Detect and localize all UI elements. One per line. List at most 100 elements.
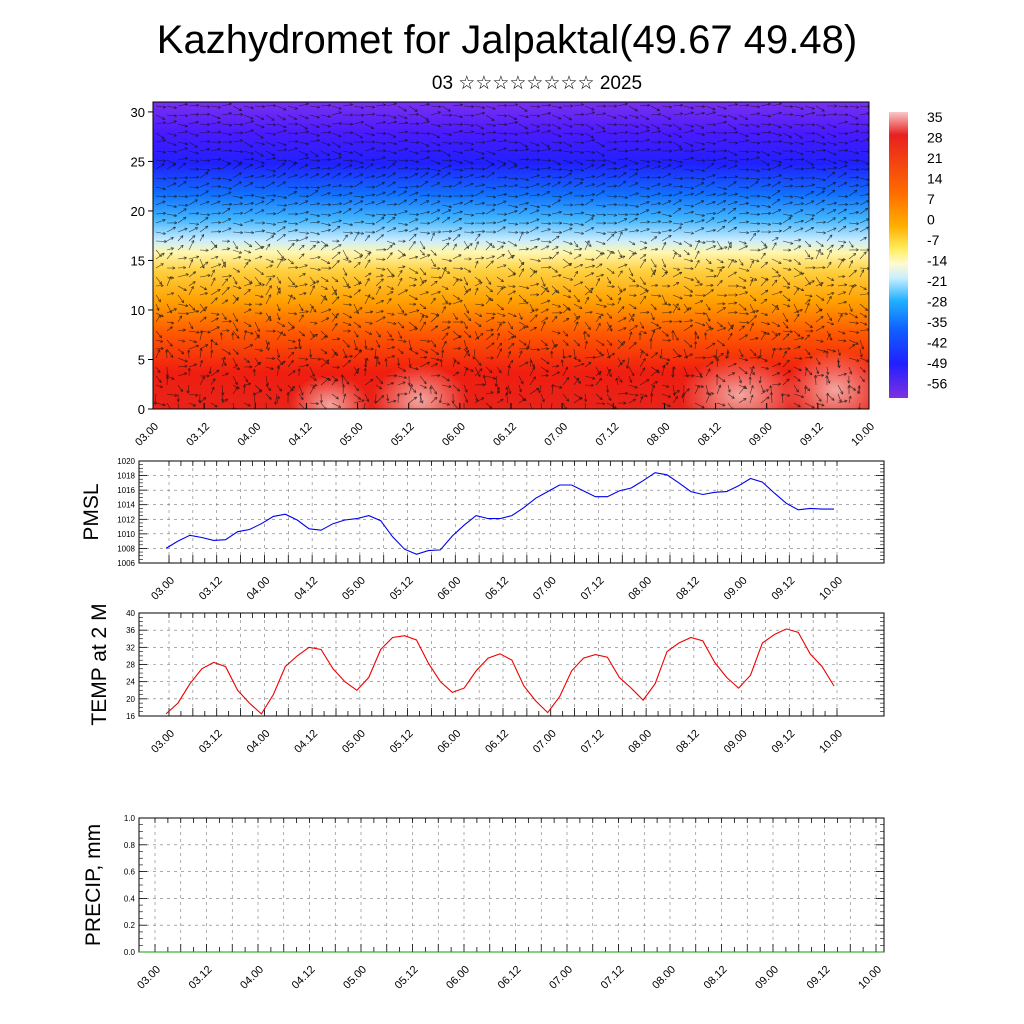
wind-vector bbox=[825, 375, 829, 386]
wind-vector bbox=[210, 263, 222, 269]
wind-vector bbox=[683, 168, 694, 172]
wind-vector bbox=[803, 386, 808, 395]
wind-vector bbox=[760, 211, 772, 215]
wind-vector bbox=[826, 104, 838, 108]
wind-vector bbox=[419, 172, 429, 179]
wind-vector bbox=[771, 150, 782, 155]
wind-vector bbox=[628, 159, 639, 165]
wind-vector bbox=[639, 175, 651, 179]
wind-vector bbox=[309, 231, 320, 236]
wind-vector bbox=[694, 293, 706, 297]
wind-vector bbox=[628, 212, 640, 216]
wind-vector bbox=[628, 123, 639, 128]
wind-vector bbox=[166, 266, 176, 270]
wind-vector bbox=[408, 348, 419, 355]
wind-vector bbox=[397, 199, 407, 206]
wind-vector bbox=[628, 105, 638, 112]
wind-vector bbox=[309, 267, 321, 272]
wind-vector bbox=[505, 392, 509, 404]
wind-vector bbox=[210, 402, 218, 408]
wind-vector bbox=[540, 112, 551, 116]
wind-vector bbox=[727, 324, 734, 332]
wind-vector bbox=[210, 378, 216, 386]
wind-vector bbox=[584, 296, 589, 305]
wind-vector bbox=[584, 340, 588, 350]
wind-vector bbox=[221, 186, 232, 190]
wind-vector bbox=[617, 172, 627, 179]
wind-vector bbox=[474, 233, 481, 242]
wind-vector bbox=[397, 269, 403, 278]
wind-vector bbox=[276, 159, 288, 163]
wind-vector bbox=[540, 366, 549, 373]
wind-vector bbox=[353, 120, 364, 125]
cross-section-x-axis: 03.00 03.12 04.00 04.12 05.00 05.12 06.00 06.12… bbox=[133, 403, 877, 449]
wind-vector bbox=[761, 176, 772, 180]
wind-vector bbox=[397, 139, 408, 143]
wind-vector bbox=[661, 365, 666, 377]
wind-vector bbox=[496, 348, 502, 359]
wind-vector bbox=[474, 183, 485, 188]
wind-vector bbox=[782, 201, 793, 206]
wind-vector bbox=[496, 104, 508, 108]
wind-vector bbox=[793, 202, 805, 206]
wind-vector bbox=[705, 192, 716, 197]
x-tick-label: 04.12 bbox=[287, 421, 315, 449]
wind-vector bbox=[287, 228, 298, 233]
wind-vector bbox=[320, 244, 327, 251]
wind-vector bbox=[419, 131, 431, 136]
wind-vector bbox=[848, 366, 853, 375]
wind-vector bbox=[771, 102, 782, 107]
wind-vector bbox=[485, 255, 495, 260]
wind-vector bbox=[452, 294, 460, 300]
wind-vector bbox=[705, 392, 711, 404]
wind-vector bbox=[782, 258, 792, 262]
wind-vector bbox=[287, 346, 298, 350]
wind-vector bbox=[705, 240, 716, 244]
wind-vector bbox=[683, 129, 694, 134]
wind-vector bbox=[485, 123, 496, 127]
wind-vector bbox=[221, 348, 231, 355]
wind-vector bbox=[859, 236, 867, 242]
wind-vector bbox=[265, 264, 273, 269]
wind-vector bbox=[408, 283, 417, 288]
wind-vector bbox=[771, 274, 782, 278]
wind-vector bbox=[364, 294, 371, 305]
x-tick-label: 04.12 bbox=[290, 964, 318, 992]
wind-vector bbox=[232, 240, 238, 250]
wind-vector bbox=[375, 156, 386, 161]
wind-vector bbox=[474, 150, 485, 155]
wind-vector bbox=[716, 265, 725, 269]
wind-vector bbox=[793, 402, 801, 408]
wind-vector bbox=[793, 258, 801, 265]
wind-vector bbox=[386, 202, 398, 206]
wind-vector bbox=[210, 167, 222, 171]
wind-vector bbox=[672, 282, 680, 287]
wind-vector bbox=[485, 294, 494, 302]
y-tick-label: 32 bbox=[126, 643, 135, 652]
wind-vector bbox=[187, 349, 191, 359]
wind-vector bbox=[386, 321, 397, 325]
wind-vector bbox=[650, 140, 662, 144]
wind-vector bbox=[837, 225, 847, 233]
wind-vector bbox=[672, 395, 678, 404]
wind-vector bbox=[452, 210, 463, 215]
wind-vector bbox=[782, 177, 794, 181]
wind-vector bbox=[298, 141, 309, 146]
wind-vector bbox=[474, 366, 481, 377]
wind-vector bbox=[452, 227, 463, 233]
wind-vector bbox=[606, 402, 617, 409]
wind-vector bbox=[661, 183, 672, 188]
wind-vector bbox=[177, 273, 189, 278]
wind-vector bbox=[276, 287, 281, 296]
wind-vector bbox=[276, 303, 281, 312]
wind-vector bbox=[507, 184, 518, 188]
wind-vector bbox=[507, 350, 512, 359]
wind-vector bbox=[683, 276, 695, 281]
wind-vector bbox=[375, 103, 387, 107]
wind-vector bbox=[628, 313, 635, 323]
wind-vector bbox=[397, 210, 408, 215]
wind-vector bbox=[177, 114, 189, 118]
wind-vector bbox=[287, 351, 295, 359]
wind-vector bbox=[375, 174, 386, 179]
